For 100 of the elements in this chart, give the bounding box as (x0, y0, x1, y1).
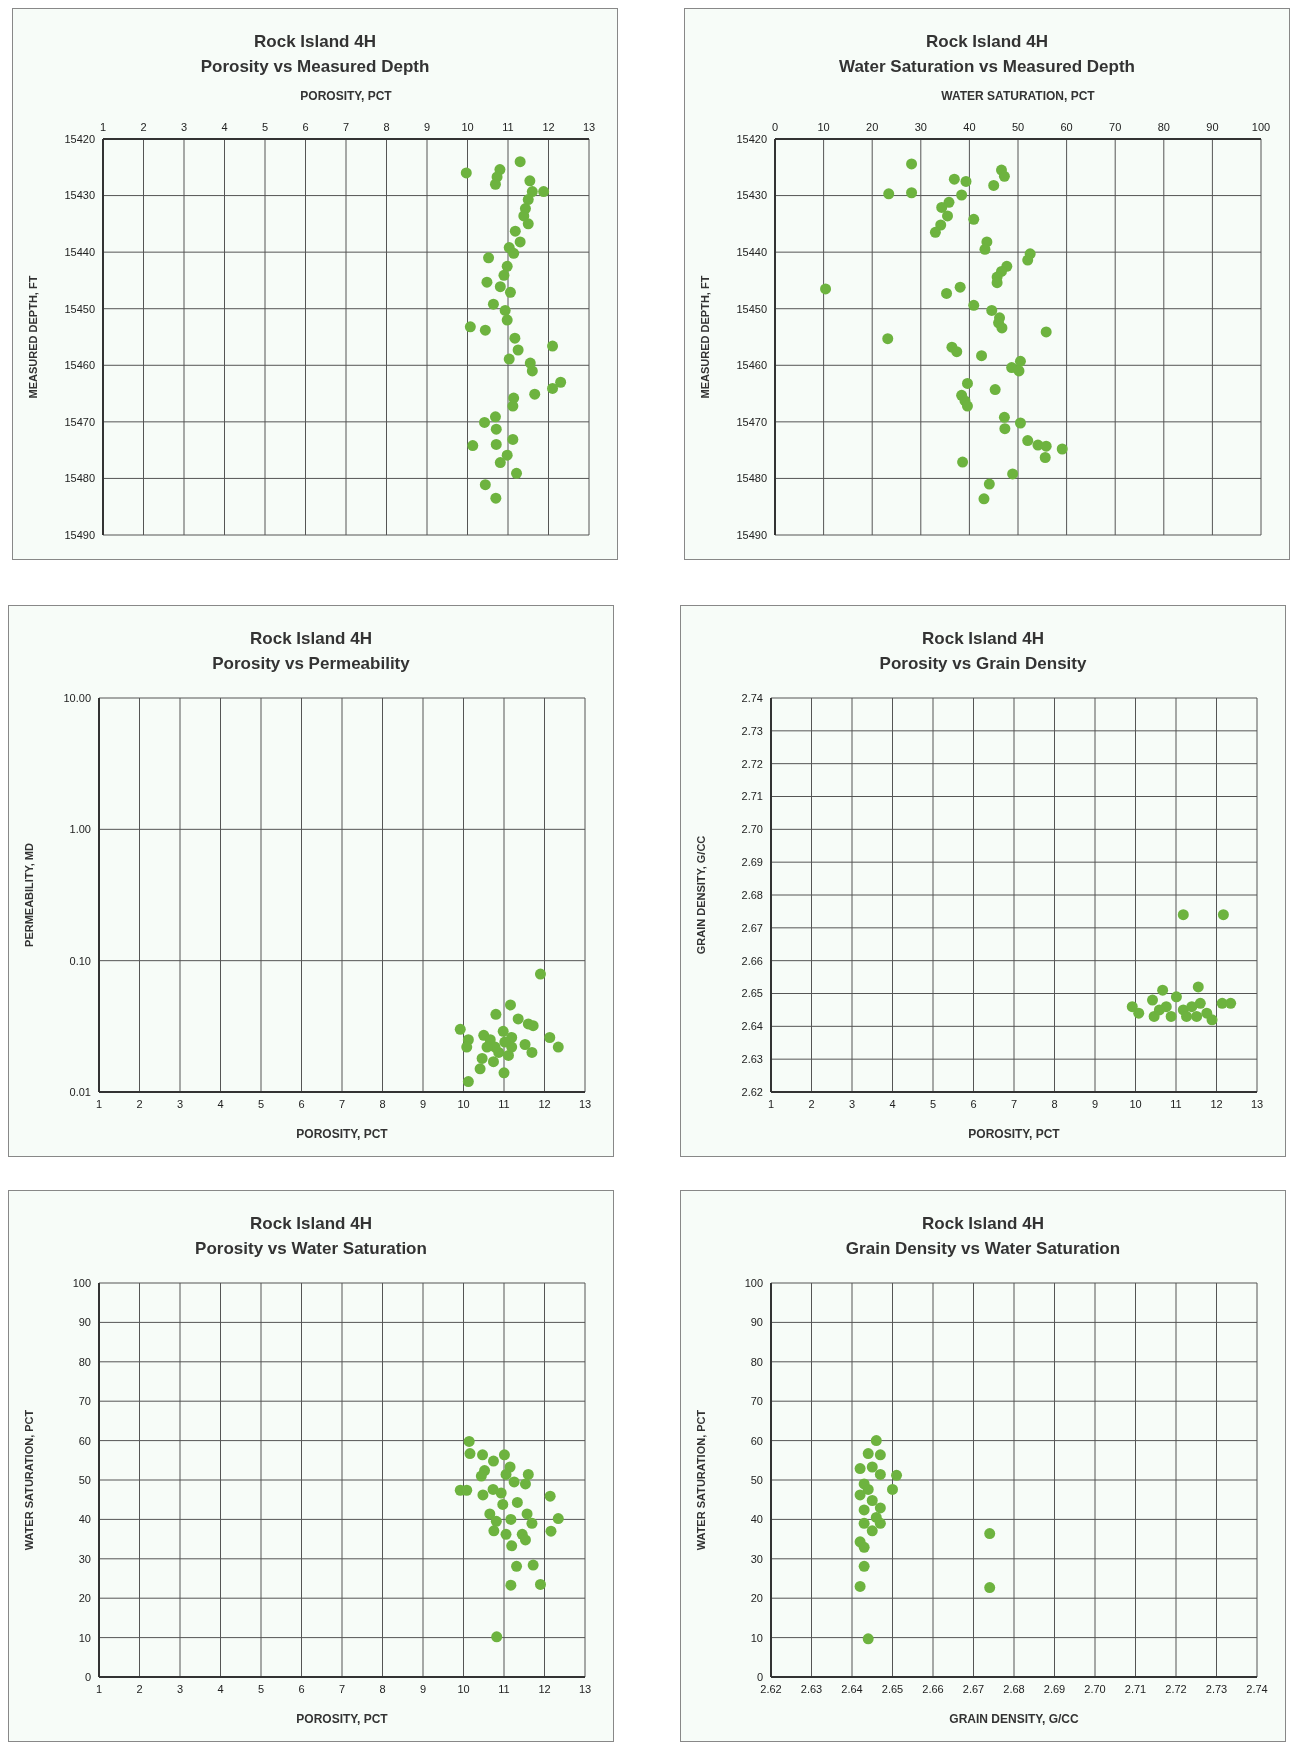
x-tick-label: 9 (419, 1097, 427, 1110)
point (479, 479, 491, 491)
point (986, 304, 998, 316)
point (521, 1508, 533, 1520)
y-tick-label: 2.69 (741, 856, 763, 869)
y-tick-label: 0 (756, 1670, 763, 1683)
point (498, 1449, 510, 1461)
point (488, 1525, 500, 1537)
x-axis-title: POROSITY, PCT (300, 88, 393, 103)
point (906, 158, 918, 170)
x-tick-label: 70 (1109, 121, 1122, 133)
x-tick-label: 12 (542, 121, 555, 133)
chart-title: Rock Island 4H (921, 628, 1045, 650)
y-tick-label: 2.70 (741, 823, 763, 836)
y-tick-label: 20 (750, 1592, 763, 1605)
point (862, 1448, 874, 1460)
point (1177, 909, 1189, 921)
x-tick-label: 10 (1129, 1097, 1142, 1110)
x-tick-label: 40 (963, 121, 976, 133)
point (538, 186, 550, 198)
y-tick-label: 100 (72, 1276, 91, 1289)
point (989, 384, 1001, 396)
x-axis-title: WATER SATURATION, PCT (941, 88, 1096, 103)
point (552, 1041, 564, 1053)
x-tick-label: 10 (457, 1682, 470, 1695)
x-tick-label: 9 (1091, 1097, 1099, 1110)
x-tick-label: 7 (338, 1682, 346, 1695)
point (1194, 997, 1206, 1009)
chart-subtitle: Grain Density vs Water Saturation (844, 1238, 1122, 1260)
point (957, 456, 969, 468)
y-tick-label: 15470 (736, 415, 767, 428)
point (1040, 440, 1052, 452)
x-tick-label: 1 (99, 121, 107, 133)
point (507, 433, 519, 445)
point (1022, 435, 1034, 447)
y-axis-title: PERMEABILITY, MD (22, 843, 35, 947)
y-tick-label: 15450 (64, 302, 95, 315)
point (461, 1041, 473, 1053)
point (522, 1468, 534, 1480)
x-tick-label: 1 (95, 1682, 103, 1695)
point (998, 411, 1010, 423)
point (555, 376, 567, 388)
x-axis-title: GRAIN DENSITY, G/CC (949, 1712, 1079, 1726)
y-tick-label: 15420 (736, 132, 767, 145)
y-axis-title: WATER SATURATION, PCT (694, 1409, 707, 1551)
point (498, 1067, 510, 1079)
y-tick-label: 15460 (736, 359, 767, 372)
x-tick-label: 2.71 (1124, 1682, 1147, 1695)
point (547, 382, 559, 394)
x-tick-label: 12 (538, 1097, 551, 1110)
point (464, 1448, 476, 1460)
y-axis-title: GRAIN DENSITY, G/CC (694, 835, 707, 955)
point (858, 1517, 870, 1529)
chart-subtitle: Porosity vs Permeability (211, 653, 411, 675)
x-tick-label: 90 (1206, 121, 1219, 133)
x-tick-label: 12 (1210, 1097, 1223, 1110)
x-tick-label: 3 (180, 121, 188, 133)
point (511, 467, 523, 479)
y-tick-label: 10 (750, 1631, 763, 1644)
x-axis-title: POROSITY, PCT (296, 1127, 389, 1141)
y-tick-label: 2.68 (741, 888, 763, 901)
point (858, 1560, 870, 1572)
x-tick-label: 2.65 (881, 1682, 904, 1695)
x-tick-label: 2.63 (800, 1682, 823, 1695)
point (936, 201, 948, 213)
point (506, 1540, 518, 1552)
point (1056, 443, 1068, 455)
x-tick-label: 5 (257, 1682, 265, 1695)
x-tick-label: 2.74 (1246, 1682, 1268, 1695)
y-tick-label: 15490 (736, 528, 767, 541)
point (511, 1560, 523, 1572)
point (495, 1487, 507, 1499)
chart-subtitle: Porosity vs Measured Depth (199, 56, 431, 78)
y-tick-label: 2.74 (741, 691, 763, 704)
point (984, 1582, 996, 1594)
x-tick-label: 5 (929, 1097, 937, 1110)
point (1170, 991, 1182, 1003)
point (534, 1578, 546, 1590)
point (476, 1052, 488, 1064)
y-tick-label: 20 (78, 1592, 91, 1605)
point (544, 1032, 556, 1043)
x-tick-label: 6 (302, 121, 309, 133)
point (490, 1008, 502, 1020)
x-tick-label: 13 (578, 1682, 592, 1695)
point (524, 175, 536, 187)
point (489, 411, 501, 423)
point (978, 493, 990, 505)
point (948, 173, 960, 185)
point (477, 1449, 489, 1461)
point (494, 457, 506, 469)
point (956, 189, 968, 201)
point (526, 365, 538, 377)
point (483, 252, 495, 264)
point (505, 1513, 517, 1525)
point (522, 218, 534, 230)
x-tick-label: 4 (221, 121, 228, 133)
point (961, 377, 973, 389)
point (490, 1515, 502, 1527)
point (858, 1504, 870, 1516)
x-tick-label: 2.69 (1043, 1682, 1066, 1695)
